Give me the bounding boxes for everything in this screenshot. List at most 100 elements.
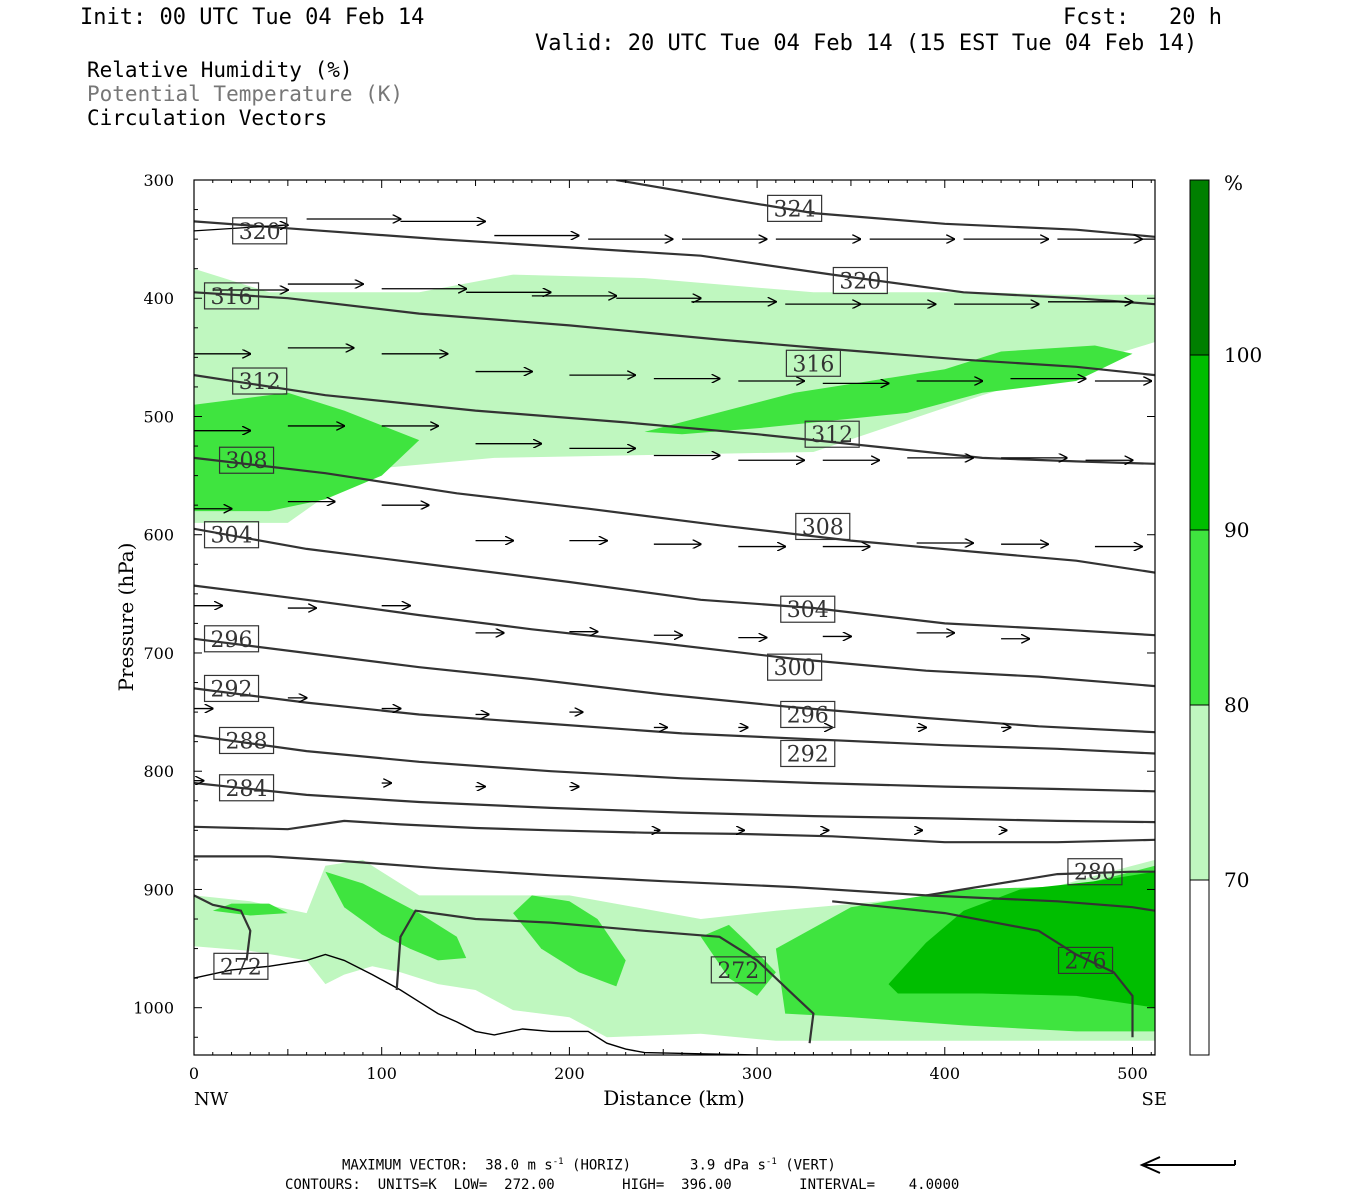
y-tick-label: 500 xyxy=(143,407,174,426)
y-tick-label: 700 xyxy=(143,644,174,663)
isentrope-label-box xyxy=(203,625,260,653)
isentrope-label-text: 296 xyxy=(787,703,829,728)
y-tick-label: 400 xyxy=(143,289,174,308)
isentrope-272 xyxy=(395,909,815,1044)
isentrope-label-288: 288 xyxy=(218,726,275,755)
isentrope-292 xyxy=(194,687,1155,755)
isentrope-label-text: 312 xyxy=(811,423,853,448)
colorbar-segment xyxy=(1190,180,1209,355)
terrain-line xyxy=(194,953,1155,1055)
isentrope-label-320: 320 xyxy=(232,217,288,245)
isentrope-280 xyxy=(194,819,1155,844)
isentrope-288 xyxy=(194,734,1155,793)
x-tick-label: 300 xyxy=(742,1064,773,1083)
circulation-vector xyxy=(194,225,288,232)
isentrope-label-292: 292 xyxy=(203,674,260,703)
rh-region-80 xyxy=(325,871,467,961)
nw-label: NW xyxy=(194,1089,229,1110)
isentrope-label-text: 280 xyxy=(1074,861,1116,886)
isentrope-label-296: 296 xyxy=(203,625,260,653)
isentrope-label-text: 320 xyxy=(239,220,281,245)
x-tick-label: 400 xyxy=(930,1064,961,1083)
rh-region-80 xyxy=(212,903,288,916)
isentrope-320 xyxy=(194,220,1155,306)
isentrope-label-box xyxy=(1057,946,1114,975)
rh-region-70 xyxy=(194,268,1155,523)
isentrope-272 xyxy=(194,894,252,961)
isentrope-276 xyxy=(832,900,1134,1038)
x-tick-label: 100 xyxy=(366,1064,397,1083)
isentrope-label-text: 324 xyxy=(774,197,816,222)
isentrope-label-box xyxy=(203,282,260,310)
isentrope-label-316: 316 xyxy=(785,349,841,377)
isentrope-label-276: 276 xyxy=(1057,946,1114,975)
rh-region-80 xyxy=(194,392,420,512)
isentrope-label-text: 288 xyxy=(226,729,268,754)
reference-vector xyxy=(1139,1156,1236,1174)
rh-region-80 xyxy=(513,895,626,987)
isentrope-label-box xyxy=(218,446,275,474)
y-tick-label: 800 xyxy=(143,762,174,781)
isentrope-label-292: 292 xyxy=(780,739,836,768)
isentrope-label-text: 308 xyxy=(226,449,268,474)
isentrope-316 xyxy=(194,291,1155,377)
init-time: Init: 00 UTC Tue 04 Feb 14 xyxy=(80,5,425,30)
isentrope-label-284: 284 xyxy=(218,774,275,802)
isentrope-label-box xyxy=(203,674,260,703)
isentrope-296 xyxy=(194,637,1155,734)
valid-time: Valid: 20 UTC Tue 04 Feb 14 (15 EST Tue … xyxy=(535,31,1198,56)
isentrope-label-box xyxy=(203,521,260,549)
isentrope-label-text: 304 xyxy=(211,524,253,549)
isentrope-label-272: 272 xyxy=(710,956,766,984)
colorbar-label: 70 xyxy=(1224,868,1249,892)
isentrope-300 xyxy=(194,584,1155,688)
isentrope-label-box xyxy=(232,217,288,245)
isentrope-276 xyxy=(194,855,1155,912)
vert-tag: (VERT) xyxy=(785,1157,836,1174)
isentrope-label-box xyxy=(832,266,888,295)
isentrope-label-text: 304 xyxy=(787,598,829,623)
isentrope-label-box xyxy=(795,512,851,541)
isentrope-label-box xyxy=(218,726,275,755)
vert-exp: -1 xyxy=(765,1157,777,1167)
isentrope-label-box xyxy=(767,194,823,222)
isentrope-label-text: 300 xyxy=(774,656,816,681)
isentrope-label-text: 292 xyxy=(211,677,253,702)
x-tick-label: 0 xyxy=(189,1064,199,1083)
y-tick-label: 1000 xyxy=(133,999,174,1018)
isentrope-label-box xyxy=(785,349,841,377)
isentrope-label-text: 276 xyxy=(1065,949,1107,974)
isentrope-284 xyxy=(194,781,1155,824)
colorbar-segment xyxy=(1190,880,1209,1055)
rh-region-80 xyxy=(700,924,776,996)
isentrope-label-296: 296 xyxy=(780,700,836,729)
isentrope-label-text: 316 xyxy=(792,352,834,377)
isentrope-label-box xyxy=(780,700,836,729)
isentrope-label-box xyxy=(780,595,836,623)
isentrope-label-text: 272 xyxy=(717,959,759,984)
colorbar-label: 90 xyxy=(1224,518,1249,542)
legend-rh: Relative Humidity (%) xyxy=(87,58,353,82)
isentrope-label-280: 280 xyxy=(1067,858,1123,886)
isentrope-label-272: 272 xyxy=(213,952,269,980)
horiz-value: 38.0 m s xyxy=(485,1157,553,1174)
isentrope-280 xyxy=(925,870,1155,897)
isentrope-label-text: 316 xyxy=(211,285,253,310)
rh-region-80 xyxy=(644,345,1133,435)
legend-theta: Potential Temperature (K) xyxy=(87,82,404,106)
isentrope-label-box xyxy=(232,367,288,395)
colorbar-unit: % xyxy=(1224,171,1243,195)
isentrope-label-box xyxy=(710,956,766,984)
isentrope-324 xyxy=(616,180,1155,238)
colorbar-segment xyxy=(1190,705,1209,880)
isentrope-label-box xyxy=(804,420,860,448)
y-tick-label: 900 xyxy=(143,880,174,899)
isentrope-label-box xyxy=(1067,858,1123,886)
plot-frame xyxy=(193,179,1156,1056)
isentrope-label-box xyxy=(780,739,836,768)
isentrope-312 xyxy=(194,374,1155,465)
isentrope-label-box xyxy=(218,774,275,802)
se-label: SE xyxy=(1142,1089,1167,1110)
max-vector-label: MAXIMUM VECTOR: xyxy=(342,1157,469,1174)
